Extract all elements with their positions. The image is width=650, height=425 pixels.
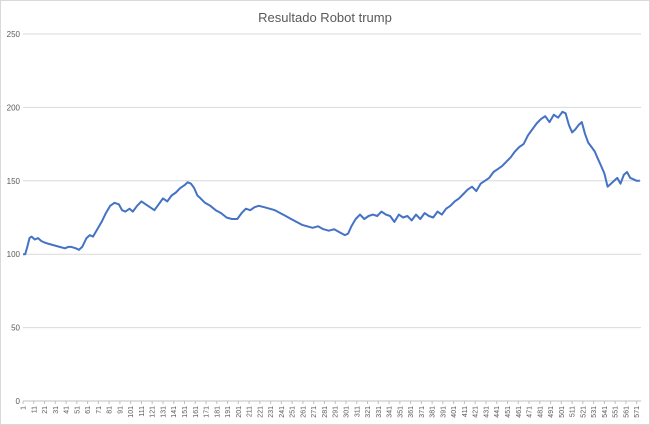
- x-tick-label: 271: [311, 406, 318, 418]
- y-tick-label: 250: [7, 30, 21, 39]
- x-tick-label: 521: [580, 406, 587, 418]
- x-tick-label: 561: [623, 406, 630, 418]
- x-tick-label: 251: [290, 406, 297, 418]
- x-tick-label: 31: [53, 406, 60, 414]
- x-tick-label: 511: [570, 406, 577, 417]
- x-tick-label: 161: [193, 406, 200, 418]
- x-tick-label: 441: [494, 406, 501, 418]
- x-tick-label: 1: [21, 406, 28, 410]
- x-tick-label: 141: [171, 406, 178, 418]
- x-tick-label: 331: [376, 406, 383, 418]
- y-tick-label: 150: [7, 177, 21, 186]
- x-tick-label: 571: [634, 406, 641, 418]
- x-tick-label: 351: [397, 406, 404, 418]
- x-tick-label: 491: [548, 406, 555, 418]
- x-tick-label: 471: [527, 406, 534, 418]
- y-tick-label: 0: [16, 397, 21, 406]
- y-tick-label: 200: [7, 103, 21, 112]
- x-tick-label: 21: [42, 406, 49, 414]
- x-tick-label: 61: [85, 406, 92, 414]
- x-tick-label: 101: [128, 406, 135, 418]
- x-tick-label: 261: [300, 406, 307, 418]
- x-tick-label: 281: [322, 406, 329, 418]
- x-tick-label: 311: [354, 406, 361, 417]
- x-tick-label: 451: [505, 406, 512, 418]
- y-tick-label: 100: [7, 250, 21, 259]
- x-tick-label: 541: [602, 406, 609, 418]
- x-tick-label: 81: [107, 406, 114, 414]
- x-tick-label: 531: [591, 406, 598, 418]
- x-tick-label: 241: [279, 406, 286, 418]
- x-tick-label: 401: [451, 406, 458, 418]
- x-tick-label: 321: [365, 406, 372, 418]
- x-tick-label: 551: [613, 406, 620, 418]
- series-line: [23, 110, 640, 256]
- x-tick-label: 191: [225, 406, 232, 418]
- x-tick-label: 11: [31, 406, 38, 413]
- x-tick-label: 71: [96, 406, 103, 414]
- x-tick-label: 371: [419, 406, 426, 418]
- x-tick-label: 361: [408, 406, 415, 418]
- x-tick-label: 301: [343, 406, 350, 418]
- y-tick-label: 50: [11, 324, 20, 333]
- x-tick-label: 181: [214, 406, 221, 418]
- x-tick-label: 391: [440, 406, 447, 418]
- x-tick-label: 201: [236, 406, 243, 418]
- x-tick-label: 151: [182, 406, 189, 418]
- x-tick-label: 421: [473, 406, 480, 418]
- x-tick-label: 171: [204, 406, 211, 418]
- x-tick-label: 481: [537, 406, 544, 418]
- x-tick-label: 461: [516, 406, 523, 418]
- x-tick-label: 411: [462, 406, 469, 417]
- x-tick-label: 121: [150, 406, 157, 418]
- x-tick-label: 231: [268, 406, 275, 418]
- x-tick-label: 41: [64, 406, 71, 414]
- x-tick-label: 431: [483, 406, 490, 418]
- x-tick-label: 91: [117, 406, 124, 414]
- x-tick-label: 501: [559, 406, 566, 418]
- x-tick-label: 131: [160, 406, 167, 418]
- chart-title: Resultado Robot trump: [258, 10, 392, 25]
- x-tick-label: 211: [247, 406, 254, 417]
- x-tick-label: 221: [257, 406, 264, 418]
- x-tick-label: 291: [333, 406, 340, 418]
- x-tick-label: 111: [139, 406, 146, 417]
- x-tick-label: 381: [430, 406, 437, 418]
- x-tick-label: 51: [74, 406, 81, 414]
- x-tick-label: 341: [387, 406, 394, 418]
